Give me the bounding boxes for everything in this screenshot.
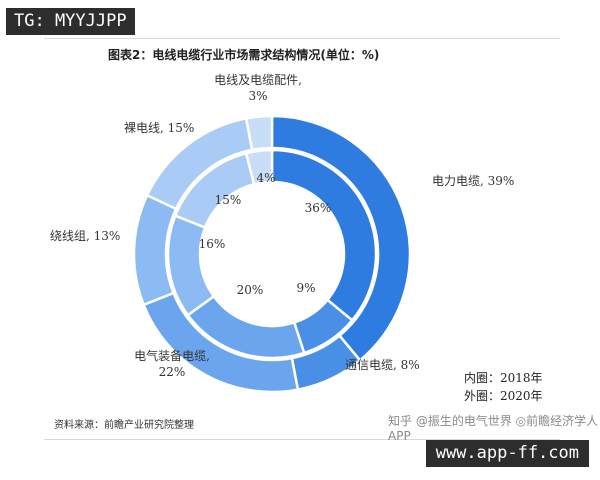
watermark: 知乎 @振生的电气世界 ◎前瞻经济学人APP xyxy=(388,414,599,443)
inner-label-0: 36% xyxy=(305,201,332,215)
inner-label-2: 20% xyxy=(237,283,264,297)
chart-title: 图表2：电线电缆行业市场需求结构情况(单位：%) xyxy=(108,48,380,62)
outer-label-4: 裸电线, 15% xyxy=(124,120,194,135)
inner-label-3: 16% xyxy=(199,237,226,251)
outer-label-1: 通信电缆, 8% xyxy=(345,358,420,372)
bottom-right-tag: www.app-ff.com xyxy=(425,440,589,467)
outer-label-2: 电气装备电缆, 22% xyxy=(134,348,210,379)
top-left-tag: TG: MYYJJPP xyxy=(6,8,135,35)
legend-outer-ring: 外圈：2020年 xyxy=(464,389,543,403)
outer-segment-5 xyxy=(244,114,274,152)
inner-label-4: 15% xyxy=(215,193,242,207)
outer-label-5: 电线及电缆配件, 3% xyxy=(214,73,302,103)
legend-inner-ring: 内圈：2018年 xyxy=(464,371,543,385)
inner-label-5: 4% xyxy=(256,171,275,185)
outer-label-3: 绕线组, 13% xyxy=(50,229,120,243)
source-note: 资料来源：前瞻产业研究院整理 xyxy=(54,420,194,431)
inner-label-1: 9% xyxy=(296,281,315,295)
outer-label-0: 电力电缆, 39% xyxy=(432,174,514,188)
inner-segment-5 xyxy=(244,148,274,186)
